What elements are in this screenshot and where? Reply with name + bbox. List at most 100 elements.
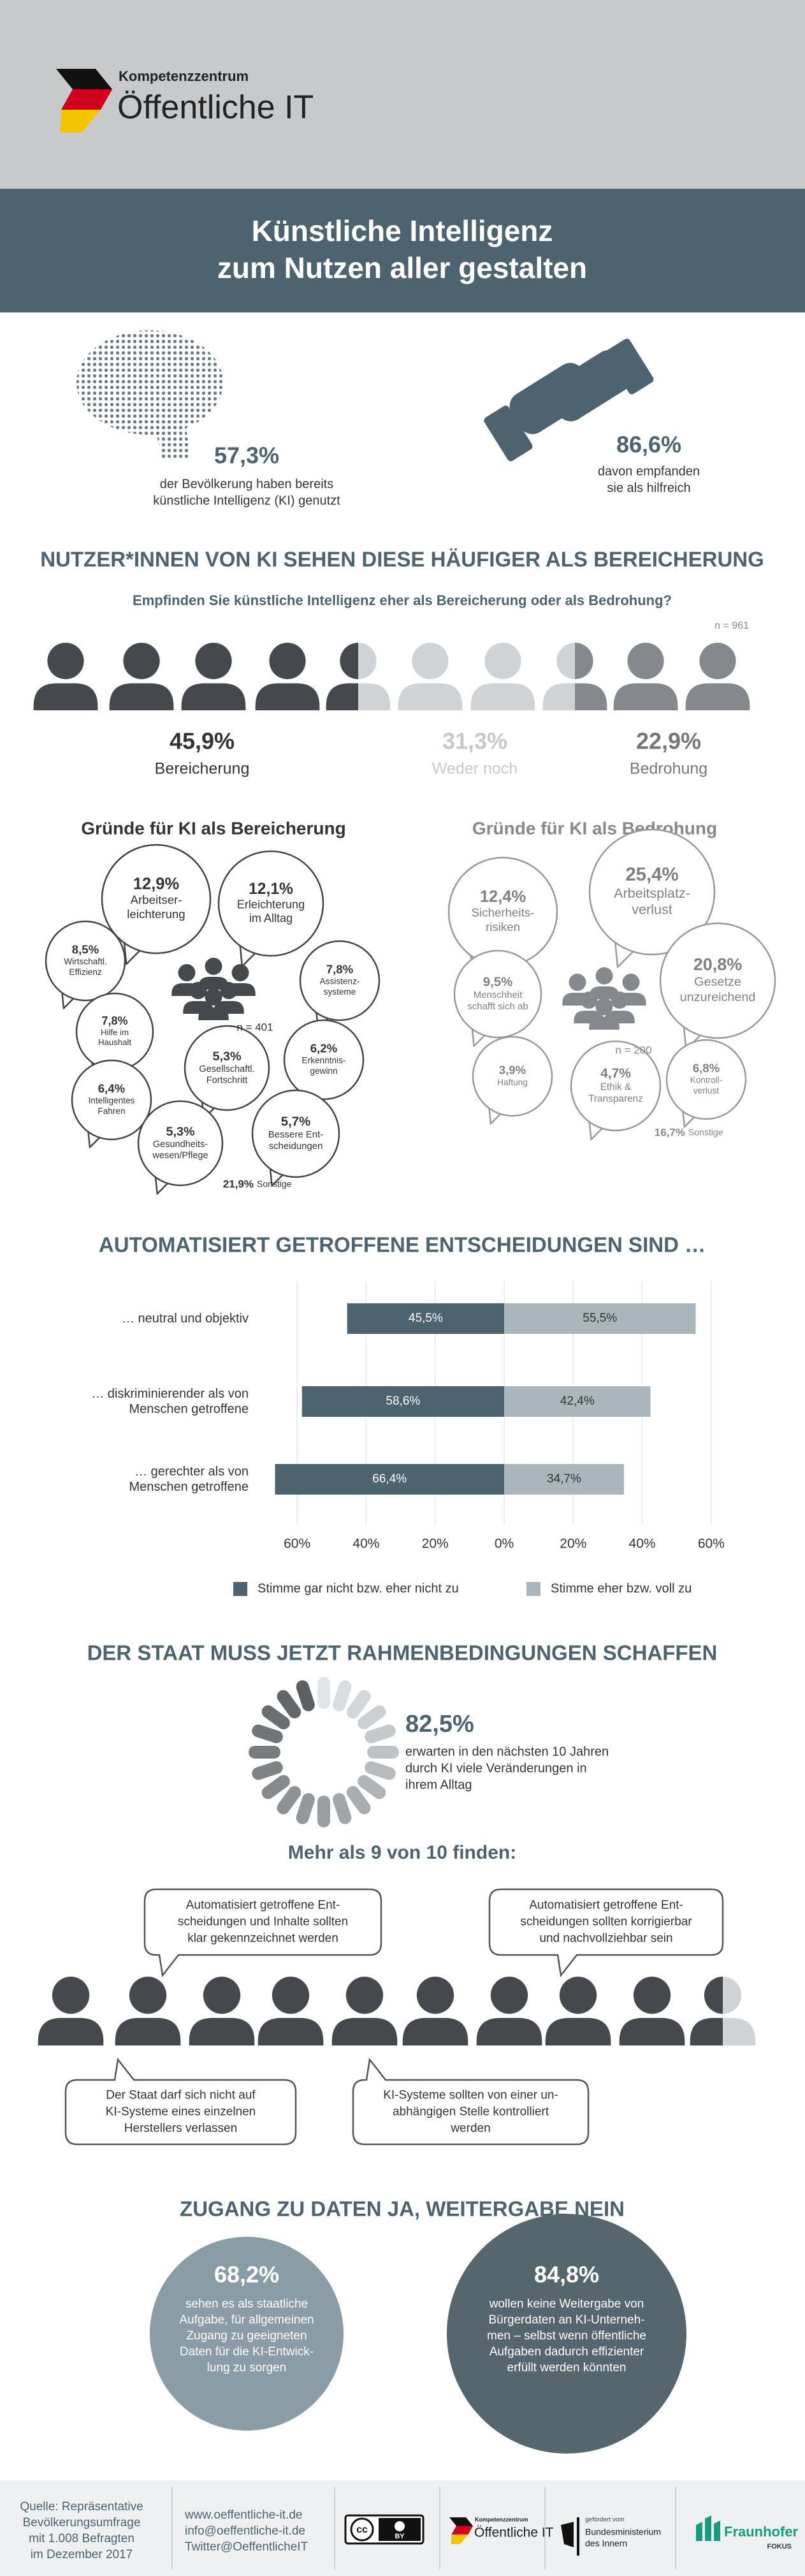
person-head — [633, 1977, 671, 2014]
reason-label: Effizienz — [69, 967, 101, 977]
person-body — [723, 2017, 756, 2045]
reason-label: risiken — [486, 920, 520, 933]
reason-value: 6,2% — [310, 1042, 338, 1055]
legend-label: Stimme gar nicht bzw. eher nicht zu — [257, 1581, 459, 1595]
question: Empfinden Sie künstliche Intelligenz ehe… — [133, 592, 672, 608]
reason-label: wesen/Pflege — [152, 1150, 208, 1160]
reason-label: Gesellschaftl. — [199, 1064, 254, 1074]
reason-label: Gesetze — [694, 975, 741, 989]
person-icon — [115, 1977, 181, 2045]
person-head — [220, 982, 238, 999]
ring-dash — [346, 1690, 371, 1718]
bar — [347, 1303, 504, 1334]
person-icon — [38, 1977, 104, 2045]
group-value: 22,9% — [636, 728, 701, 754]
person-icon — [255, 643, 320, 710]
person-icon — [181, 643, 246, 710]
reason-label: Fortschritt — [207, 1075, 248, 1085]
person-head — [189, 982, 207, 999]
speech-box — [64, 2057, 297, 2146]
reason-label: scheidungen — [269, 1141, 323, 1152]
fraunhofer-name: Fraunhofer — [724, 2524, 799, 2540]
title-band — [0, 189, 805, 312]
ministry-note: gefördert vom — [585, 2517, 625, 2524]
person-head — [123, 643, 160, 680]
person-body — [402, 2017, 468, 2045]
person-head — [231, 964, 249, 981]
speech-bubble — [665, 1039, 747, 1120]
group-icon-person — [198, 958, 229, 990]
speech-bubble — [101, 844, 212, 955]
ring-dash — [296, 1680, 315, 1711]
reason-label: Erkenntnis- — [302, 1056, 346, 1065]
person-icon — [613, 643, 678, 710]
person-head — [47, 643, 84, 680]
section-heading: NUTZER*INNEN VON KI SEHEN DIESE HÄUFIGER… — [40, 548, 764, 571]
ring-dash — [261, 1705, 290, 1730]
group-value: 45,9% — [170, 728, 235, 754]
reason-value: 3,9% — [499, 1064, 526, 1077]
reason-label: Haushalt — [98, 1037, 131, 1047]
speech-bubble — [299, 940, 381, 1021]
person-head — [490, 1977, 528, 2014]
reason-value: 5,7% — [281, 1115, 310, 1129]
stat-text: sie als hilfreich — [607, 481, 690, 495]
person-icon — [545, 1977, 611, 2045]
group-label: Weder noch — [432, 760, 518, 778]
group-label: Bereicherung — [155, 760, 250, 778]
stat-text: Aufgabe, für allgemeinen — [179, 2313, 314, 2327]
speech-bubble — [283, 1019, 365, 1101]
person-body — [589, 1017, 620, 1030]
person-icon — [358, 643, 391, 710]
handshake-hand — [548, 350, 632, 421]
speech-bubble — [570, 1040, 662, 1132]
person-body — [198, 977, 229, 990]
speech-bubble — [217, 850, 324, 957]
reason-label: Bessere Ent- — [268, 1129, 323, 1140]
reason-label: verlust — [693, 1086, 719, 1095]
source-text: Quelle: Repräsentative — [20, 2500, 143, 2514]
reason-value: 5,3% — [212, 1050, 241, 1064]
reason-label: Haftung — [497, 1078, 528, 1087]
reason-label: gewinn — [310, 1066, 337, 1076]
reason-label: Arbeitsplatz- — [614, 885, 690, 901]
source-text: mit 1.008 Befragten — [29, 2532, 134, 2545]
category-label-box: … diskriminierender als von Menschen get… — [91, 1387, 249, 1416]
ministry-name: des Innern — [585, 2538, 627, 2549]
person-head — [595, 967, 613, 984]
person-head — [358, 643, 377, 680]
stat-text: sehen es als staatliche — [185, 2297, 308, 2311]
stat-value: 82,5% — [405, 1711, 474, 1738]
person-head — [622, 974, 640, 991]
stat-value: 57,3% — [214, 443, 279, 469]
other-label: Sonstige — [257, 1179, 292, 1189]
speech-bubble — [251, 1089, 340, 1178]
person-head — [723, 1977, 742, 2014]
person-body — [255, 683, 320, 710]
ring-dash — [333, 1680, 352, 1711]
x-tick-label: 40% — [629, 1537, 656, 1551]
person-head — [611, 992, 628, 1009]
statement-text: Herstellers verlassen — [124, 2122, 237, 2135]
person-icon — [619, 1977, 685, 2045]
person-head — [484, 643, 521, 680]
statement-text: klar gekennzeichnet werden — [187, 1932, 338, 1945]
person-icon — [476, 1977, 542, 2045]
source-text: im Dezember 2017 — [31, 2548, 133, 2561]
ring-dash — [365, 1724, 396, 1743]
reason-label: unzureichend — [680, 990, 756, 1004]
statement-text: Automatisiert getroffene Ent- — [186, 1899, 340, 1912]
reason-value: 12,4% — [480, 888, 526, 905]
person-head — [580, 992, 598, 1009]
contact-text: info@oeffentliche-it.de — [185, 2524, 305, 2538]
logo-flag-red — [451, 2526, 473, 2535]
statement-text: abhängigen Stelle kontrolliert — [393, 2105, 549, 2119]
speech-bubble — [184, 1025, 270, 1111]
speech-bubble — [453, 949, 542, 1039]
other-value: 16,7% — [655, 1126, 685, 1138]
person-head — [203, 1977, 241, 2014]
person-body — [545, 2017, 611, 2045]
person-head — [178, 964, 196, 981]
ring-dash — [261, 1775, 290, 1799]
